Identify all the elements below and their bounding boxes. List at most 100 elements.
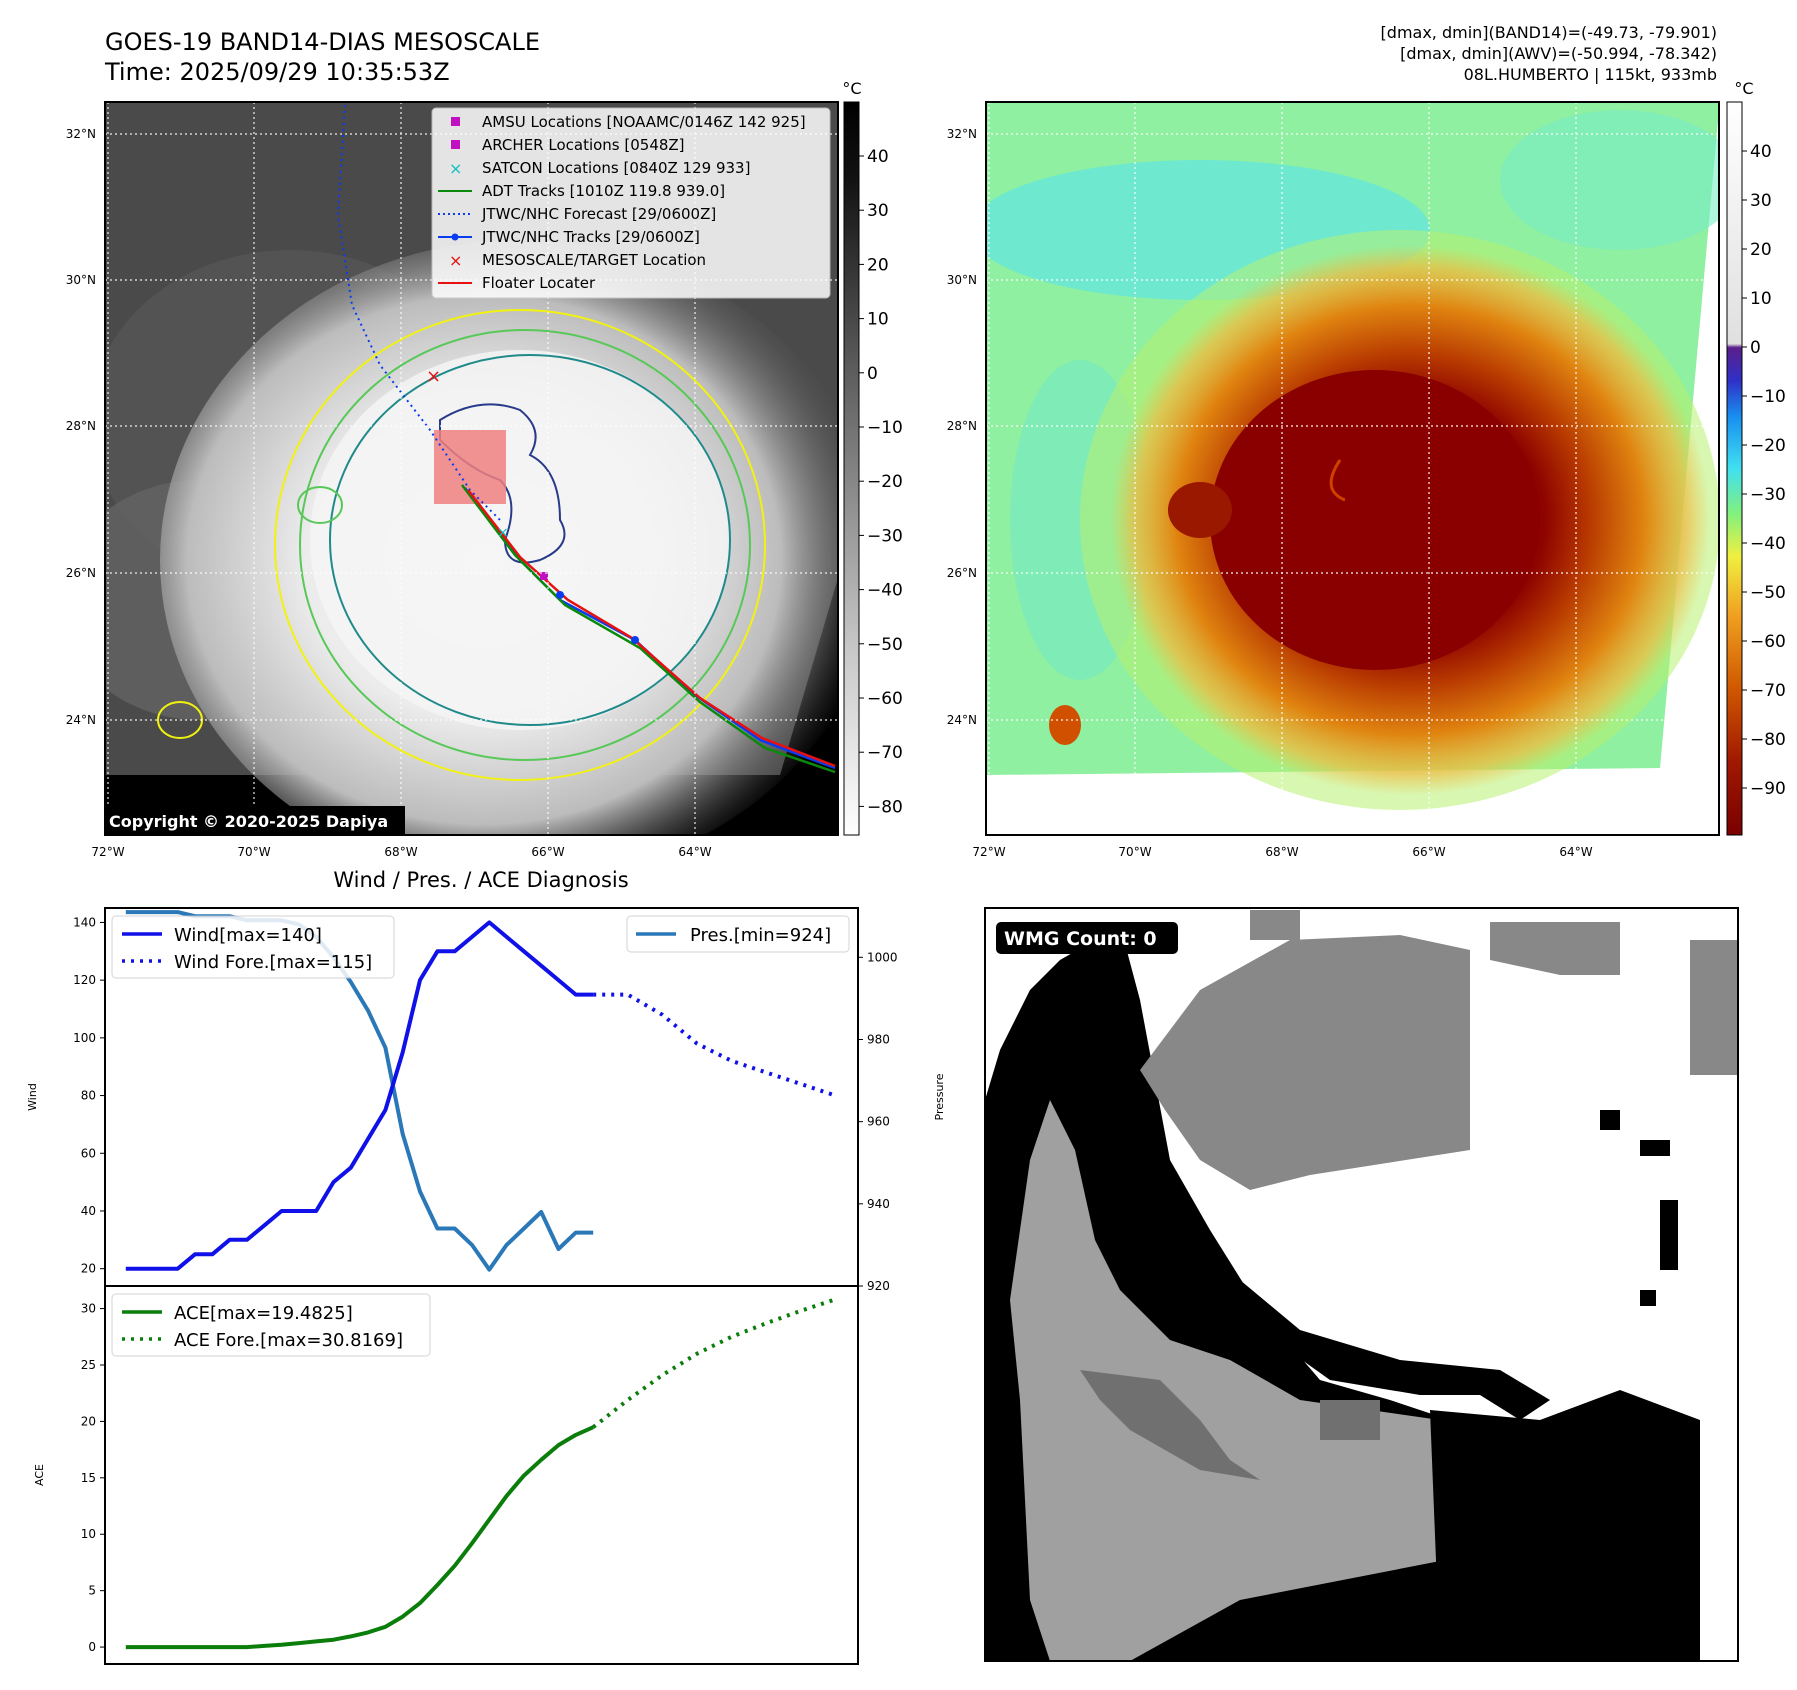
awv-range: [dmax, dmin](AWV)=(-50.994, -78.342): [1400, 44, 1717, 63]
satcon-location-icon: ×: [497, 525, 509, 541]
legend-entry: JTWC/NHC Tracks [29/0600Z]: [438, 228, 700, 246]
y-tick-label: 940: [867, 1197, 890, 1211]
ir-lat-label: 26°N: [66, 566, 96, 580]
colorbar-tick-label: −20: [1750, 436, 1786, 456]
ace-axis-label: ACE: [33, 1464, 46, 1486]
pressure-legend: Pres.[min=924]: [626, 915, 850, 953]
ir-lon-label: 68°W: [384, 845, 417, 859]
awv-lat-labels: 32°N 30°N 28°N 26°N 24°N: [947, 127, 977, 727]
colorbar-tick-label: 10: [1750, 289, 1772, 309]
ir-lat-labels: 32°N 30°N 28°N 26°N 24°N: [66, 127, 96, 727]
y-tick-label: 30: [81, 1302, 96, 1316]
ir-lon-labels: 72°W 70°W 68°W 66°W 64°W: [91, 845, 711, 859]
colorbar-tick-label: 0: [867, 364, 878, 384]
ace-legend: ACE[max=19.4825] ACE Fore.[max=30.8169]: [111, 1293, 431, 1357]
mesoscale-location-icon: ×: [426, 366, 441, 387]
awv-colorbar-ticks: 40 30 20 10 0 −10 −20 −30 −40 −50 −60 −70 −80 −90: [1742, 142, 1786, 799]
storm-info: 08L.HUMBERTO | 115kt, 933mb: [1464, 65, 1717, 84]
figure-timestamp: Time: 2025/09/29 10:35:53Z: [104, 58, 450, 86]
awv-lon-label: 64°W: [1559, 845, 1592, 859]
y-tick-label: 60: [81, 1146, 96, 1160]
ir-lon-label: 72°W: [91, 845, 124, 859]
y-tick-label: 25: [81, 1358, 96, 1372]
colorbar-tick-label: 20: [1750, 240, 1772, 260]
y-tick-label: 10: [81, 1527, 96, 1541]
awv-lat-label: 24°N: [947, 713, 977, 727]
awv-lon-label: 72°W: [972, 845, 1005, 859]
awv-lon-label: 68°W: [1265, 845, 1298, 859]
ace-forecast-legend-label: ACE Fore.[max=30.8169]: [174, 1330, 403, 1351]
legend-entry: JTWC/NHC Forecast [29/0600Z]: [438, 205, 716, 223]
legend-entry: Floater Locater: [438, 274, 596, 292]
legend-label: JTWC/NHC Tracks [29/0600Z]: [481, 228, 700, 246]
awv-lon-labels: 72°W 70°W 68°W 66°W 64°W: [972, 845, 1592, 859]
colorbar-tick-label: −30: [867, 526, 903, 546]
legend-x-icon: ×: [449, 251, 462, 270]
colorbar-tick-label: 10: [867, 310, 889, 330]
legend-label: SATCON Locations [0840Z 129 933]: [482, 159, 750, 177]
ir-map-frame: [104, 101, 839, 836]
awv-lat-label: 28°N: [947, 419, 977, 433]
colorbar-tick-label: −50: [1750, 583, 1786, 603]
legend-square-icon: [451, 117, 460, 126]
colorbar-tick-label: 0: [1750, 338, 1761, 358]
y-tick-label: 980: [867, 1032, 890, 1046]
y-tick-label: 80: [81, 1089, 96, 1103]
wmg-count-badge: [996, 922, 1178, 954]
colorbar-tick-label: −80: [1750, 730, 1786, 750]
colorbar-tick-label: 30: [1750, 191, 1772, 211]
y-tick-label: 40: [81, 1204, 96, 1218]
colorbar-tick-label: −10: [1750, 387, 1786, 407]
awv-lon-label: 66°W: [1412, 845, 1445, 859]
series-line: [125, 920, 594, 1271]
awv-map-frame: [985, 101, 1720, 836]
wind-legend-label: Wind[max=140]: [174, 925, 322, 946]
legend-entry: × MESOSCALE/TARGET Location: [449, 251, 706, 270]
wind-forecast-legend-label: Wind Fore.[max=115]: [174, 952, 372, 973]
colorbar-tick-label: −80: [867, 797, 903, 817]
legend-label: ADT Tracks [1010Z 119.8 939.0]: [482, 182, 725, 200]
legend-x-icon: ×: [449, 159, 462, 178]
wind-axis-label: Wind: [26, 1083, 39, 1111]
colorbar-tick-label: 40: [867, 147, 889, 167]
ir-map-legend: AMSU Locations [NOAAMC/0146Z 142 925] ARC…: [431, 107, 831, 299]
contour-teal: [329, 354, 731, 726]
ir-map-panel: × × AMSU Locations [NOAAMC/0146Z 142 925…: [66, 79, 903, 859]
awv-lat-label: 32°N: [947, 127, 977, 141]
ir-colorbar-unit: °C: [842, 79, 861, 98]
ace-legend-label: ACE[max=19.4825]: [174, 1303, 353, 1324]
wind-legend: Wind[max=140] Wind Fore.[max=115]: [111, 915, 395, 979]
colorbar-tick-label: −70: [1750, 681, 1786, 701]
series-line: [593, 992, 837, 1098]
y-tick-label: 100: [73, 1031, 96, 1045]
y-tick-label: 0: [88, 1640, 96, 1654]
legend-label: JTWC/NHC Forecast [29/0600Z]: [481, 205, 716, 223]
ir-colorbar: [843, 101, 860, 836]
ir-lat-label: 32°N: [66, 127, 96, 141]
colorbar-tick-label: −30: [1750, 485, 1786, 505]
colorbar-tick-label: −70: [867, 743, 903, 763]
ir-lon-label: 64°W: [678, 845, 711, 859]
legend-label: Floater Locater: [482, 274, 596, 292]
y-tick-label: 120: [73, 973, 96, 987]
band14-range: [dmax, dmin](BAND14)=(-49.73, -79.901): [1381, 23, 1717, 42]
jtwc-forecast-track: [336, 104, 501, 521]
ir-lat-label: 24°N: [66, 713, 96, 727]
figure-title: GOES-19 BAND14-DIAS MESOSCALE: [105, 28, 540, 56]
series-line: [591, 1297, 837, 1429]
awv-map-panel: 32°N 30°N 28°N 26°N 24°N 72°W 70°W 68°W …: [947, 79, 1786, 859]
colorbar-tick-label: −90: [1750, 779, 1786, 799]
awv-lon-label: 70°W: [1118, 845, 1151, 859]
amsu-location: [540, 572, 548, 580]
wmg-panel: WMG Count: 0: [984, 907, 1739, 1662]
wmg-grid: [985, 910, 1738, 1661]
legend-label: MESOSCALE/TARGET Location: [482, 251, 706, 269]
ir-lat-label: 28°N: [66, 419, 96, 433]
colorbar-tick-label: −60: [1750, 632, 1786, 652]
pressure-legend-label: Pres.[min=924]: [690, 925, 831, 946]
colorbar-tick-label: 20: [867, 255, 889, 275]
legend-entry: ADT Tracks [1010Z 119.8 939.0]: [438, 182, 725, 200]
pressure-axis-label: Pressure: [933, 1073, 946, 1120]
colorbar-tick-label: −60: [867, 689, 903, 709]
